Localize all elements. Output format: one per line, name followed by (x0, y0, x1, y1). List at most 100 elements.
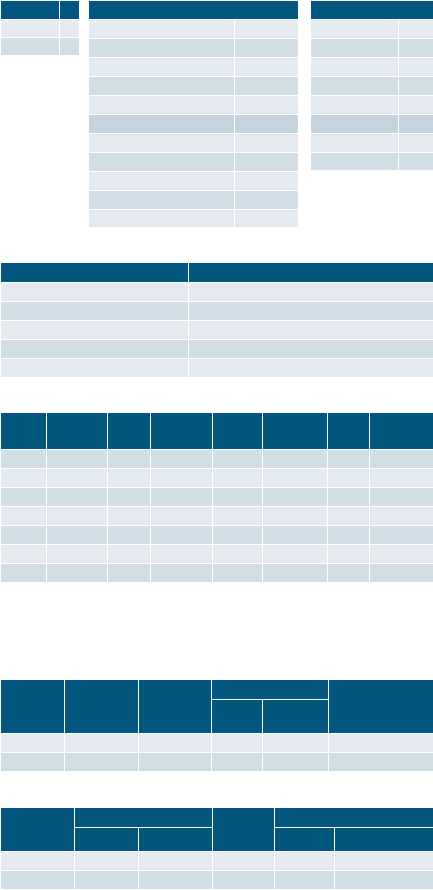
table-cell (311, 96, 399, 115)
table-row (89, 172, 299, 191)
sub-column-header (139, 828, 213, 852)
table-row (89, 77, 299, 96)
table-cell (311, 153, 399, 171)
table-cell (370, 507, 433, 526)
table-row (89, 134, 299, 153)
table-cell (1, 38, 60, 56)
table-cell (213, 507, 263, 526)
table-row (1, 871, 433, 890)
table-cell (151, 507, 213, 526)
table-cell (60, 20, 80, 38)
table-cell (139, 871, 213, 890)
table-cell (399, 20, 433, 39)
table-cell (235, 115, 299, 134)
table-middle (88, 0, 299, 228)
table-cell (235, 153, 299, 172)
column-header (1, 1, 60, 20)
table-cell (399, 153, 433, 171)
table-cell (235, 172, 299, 191)
table-row (1, 753, 433, 772)
table-cell (370, 488, 433, 507)
table-cell (47, 507, 108, 526)
column-header (65, 680, 139, 734)
column-header (263, 413, 328, 450)
table-cell (235, 39, 299, 58)
table-cell (311, 115, 399, 134)
sub-column-header (335, 828, 433, 852)
table-cell (89, 77, 235, 96)
table-cell (370, 450, 433, 469)
table-cell (235, 20, 299, 39)
table-cell (89, 153, 235, 172)
table-row (89, 20, 299, 39)
table-cell (212, 734, 263, 753)
table-row (89, 58, 299, 77)
table-cell (329, 734, 433, 753)
table-cell (151, 564, 213, 583)
table-cell (1, 359, 189, 378)
column-header (1, 680, 65, 734)
table-cell (151, 545, 213, 564)
table-cell (213, 450, 263, 469)
table-row (89, 39, 299, 58)
table-cell (108, 545, 151, 564)
table-cell (329, 753, 433, 772)
table-cell (263, 450, 328, 469)
table-cell (370, 545, 433, 564)
table-cell (89, 58, 235, 77)
table-cell (263, 564, 328, 583)
table-cell (263, 526, 328, 545)
table-cell (60, 38, 80, 56)
table-row (1, 852, 433, 871)
group-header (275, 808, 433, 828)
table-cell (263, 507, 328, 526)
column-header (370, 413, 433, 450)
table-cell (235, 191, 299, 210)
table-cell (89, 191, 235, 210)
table-cell (263, 545, 328, 564)
table-cell (189, 283, 433, 302)
table-cell (263, 488, 328, 507)
table-cell (1, 545, 47, 564)
table-cell (1, 340, 189, 359)
table-cell (89, 96, 235, 115)
table-cell (151, 488, 213, 507)
column-header (189, 263, 433, 283)
column-header (328, 413, 370, 450)
table-cell (212, 753, 263, 772)
table-cell (399, 96, 433, 115)
table-row (311, 58, 433, 77)
table-cell (1, 564, 47, 583)
table-cell (235, 210, 299, 228)
column-header (108, 413, 151, 450)
table-cell (328, 507, 370, 526)
table-cell (328, 469, 370, 488)
table-cell (75, 852, 139, 871)
table-row (1, 469, 433, 488)
table-small-left (0, 0, 80, 56)
table-cell (1, 469, 47, 488)
table-cell (1, 507, 47, 526)
table-row (311, 20, 433, 39)
table-row (311, 115, 433, 134)
table-cell (328, 564, 370, 583)
table-cell (1, 753, 65, 772)
table-cell (370, 564, 433, 583)
table-cell (47, 545, 108, 564)
table-row (311, 153, 433, 171)
table-cell (89, 172, 235, 191)
column-header (151, 413, 213, 450)
table-cell (47, 450, 108, 469)
column-header (1, 808, 75, 852)
table-cell (151, 469, 213, 488)
table-cell (275, 852, 335, 871)
table-cell (89, 115, 235, 134)
table-cell (399, 58, 433, 77)
table-cell (108, 488, 151, 507)
table-cell (139, 753, 212, 772)
table-cell (139, 852, 213, 871)
table-cell (235, 134, 299, 153)
column-header (311, 1, 433, 20)
table-cell (189, 302, 433, 321)
table-wide-two-column (0, 262, 433, 378)
